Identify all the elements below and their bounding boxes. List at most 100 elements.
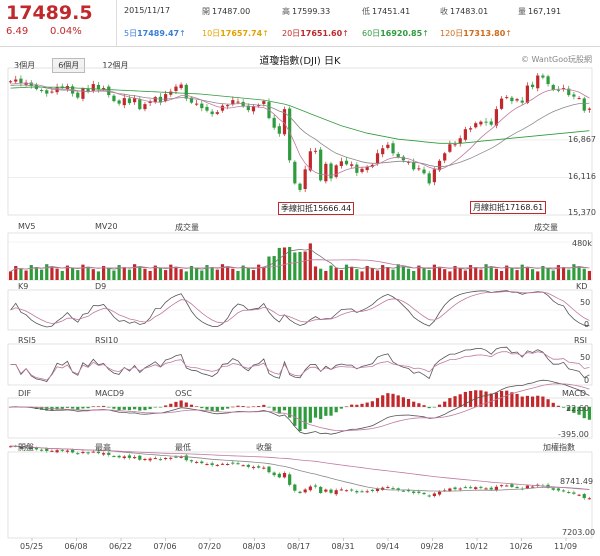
- macd-osc-bar: [499, 390, 504, 407]
- volume-bar: [86, 266, 90, 280]
- volume-bar: [34, 267, 39, 280]
- macd-osc-bar: [86, 406, 90, 409]
- macd-osc-bar: [520, 396, 524, 407]
- candle-body: [458, 138, 462, 144]
- twii-body: [231, 462, 235, 464]
- candle-body: [577, 98, 581, 100]
- twii-body: [91, 451, 95, 453]
- price-ma-line-1: [10, 82, 590, 176]
- volume-bar: [561, 267, 566, 280]
- volume-bar: [412, 270, 416, 280]
- volume-bar: [391, 269, 395, 280]
- twii-body: [494, 486, 498, 491]
- candle-body: [24, 82, 28, 85]
- candle-body: [257, 105, 261, 107]
- candle-body: [344, 160, 349, 165]
- macd-osc-bar: [133, 406, 137, 410]
- macd-osc-bar: [143, 406, 147, 411]
- price-tick-label: 16,116: [568, 172, 596, 181]
- volume-bar: [334, 267, 338, 280]
- macd-osc-bar: [45, 406, 49, 411]
- candle-body: [143, 104, 147, 110]
- candle-body: [288, 108, 292, 161]
- tab-12-months[interactable]: 12個月: [102, 61, 129, 70]
- volume-bar: [19, 268, 23, 280]
- macd-osc-bar: [406, 399, 411, 407]
- candle-body: [262, 101, 266, 104]
- macd-osc-bar: [561, 406, 566, 408]
- volume-bar: [484, 264, 488, 280]
- candle-body: [334, 165, 338, 177]
- twii-body: [329, 489, 333, 493]
- candle-body: [205, 106, 209, 111]
- candle-body: [174, 86, 178, 91]
- volume-bar: [546, 268, 550, 280]
- tab-6-months[interactable]: 6個月: [52, 58, 86, 73]
- macd-osc-bar: [282, 406, 287, 411]
- volume-legend-mv5: MV5: [18, 222, 36, 231]
- twii-body: [86, 452, 90, 454]
- candle-body: [463, 129, 467, 140]
- kd-title: KD: [576, 282, 588, 291]
- candle-body: [153, 97, 157, 103]
- volume-bar: [298, 251, 302, 280]
- x-tick-label: 06/22: [109, 542, 133, 551]
- macd-osc-bar: [34, 406, 39, 409]
- macd-osc-bar: [117, 406, 121, 411]
- candle-body: [355, 164, 359, 173]
- volume-bar: [556, 265, 561, 280]
- twii-body: [355, 491, 359, 493]
- candle-body: [19, 78, 23, 84]
- volume-bar: [443, 269, 447, 280]
- volume-bar: [226, 266, 230, 280]
- quote-close: 收 17483.01: [440, 7, 489, 16]
- candle-body: [189, 97, 194, 103]
- macd-osc-bar: [360, 403, 364, 407]
- twii-body: [556, 488, 561, 491]
- volume-bar: [29, 265, 33, 280]
- x-tick-label: 11/09: [554, 542, 578, 551]
- price-ma-line-0: [10, 84, 590, 168]
- volume-bar: [324, 270, 328, 280]
- macd-osc-bar: [443, 401, 447, 407]
- candle-body: [277, 126, 281, 134]
- month-line-annotation: 月線扣抵17168.61: [470, 201, 547, 214]
- tab-3-months[interactable]: 3個月: [14, 61, 36, 70]
- twii-legend-low: 最低: [175, 443, 191, 452]
- macd-osc-bar: [484, 391, 488, 407]
- twii-body: [39, 449, 44, 451]
- kd-legend-k9: K9: [18, 282, 29, 291]
- macd-osc-bar: [241, 405, 245, 407]
- volume-bar: [422, 267, 426, 280]
- macd-osc-bar: [267, 406, 271, 408]
- candle-body: [391, 143, 395, 154]
- x-tick-label: 08/31: [331, 542, 355, 551]
- x-tick-label: 10/26: [509, 542, 533, 551]
- candle-body: [525, 85, 530, 103]
- twii-body: [489, 487, 493, 490]
- twii-body: [422, 492, 426, 495]
- volume-bar: [70, 267, 75, 280]
- macd-osc-bar: [344, 406, 349, 408]
- volume-bar: [153, 265, 157, 280]
- macd-osc-bar: [91, 406, 95, 408]
- volume-bar: [437, 266, 442, 280]
- macd-osc-bar: [489, 393, 493, 407]
- candle-body: [474, 123, 478, 128]
- x-tick-label: 07/06: [153, 542, 177, 551]
- volume-mv20-line: [10, 259, 590, 272]
- macd-osc-bar: [551, 402, 555, 407]
- macd-osc-bar: [396, 395, 400, 407]
- price-change-pct: 0.04%: [50, 26, 82, 37]
- candle-body: [117, 100, 121, 104]
- twii-body: [200, 461, 204, 464]
- twii-body: [226, 463, 230, 465]
- twii-body: [308, 486, 312, 491]
- macd-osc-bar: [313, 406, 318, 418]
- volume-bar: [329, 265, 333, 280]
- volume-bar: [375, 270, 380, 280]
- candle-body: [236, 101, 240, 103]
- volume-bar: [479, 269, 483, 280]
- volume-bar: [505, 265, 509, 280]
- macd-osc-bar: [448, 398, 452, 407]
